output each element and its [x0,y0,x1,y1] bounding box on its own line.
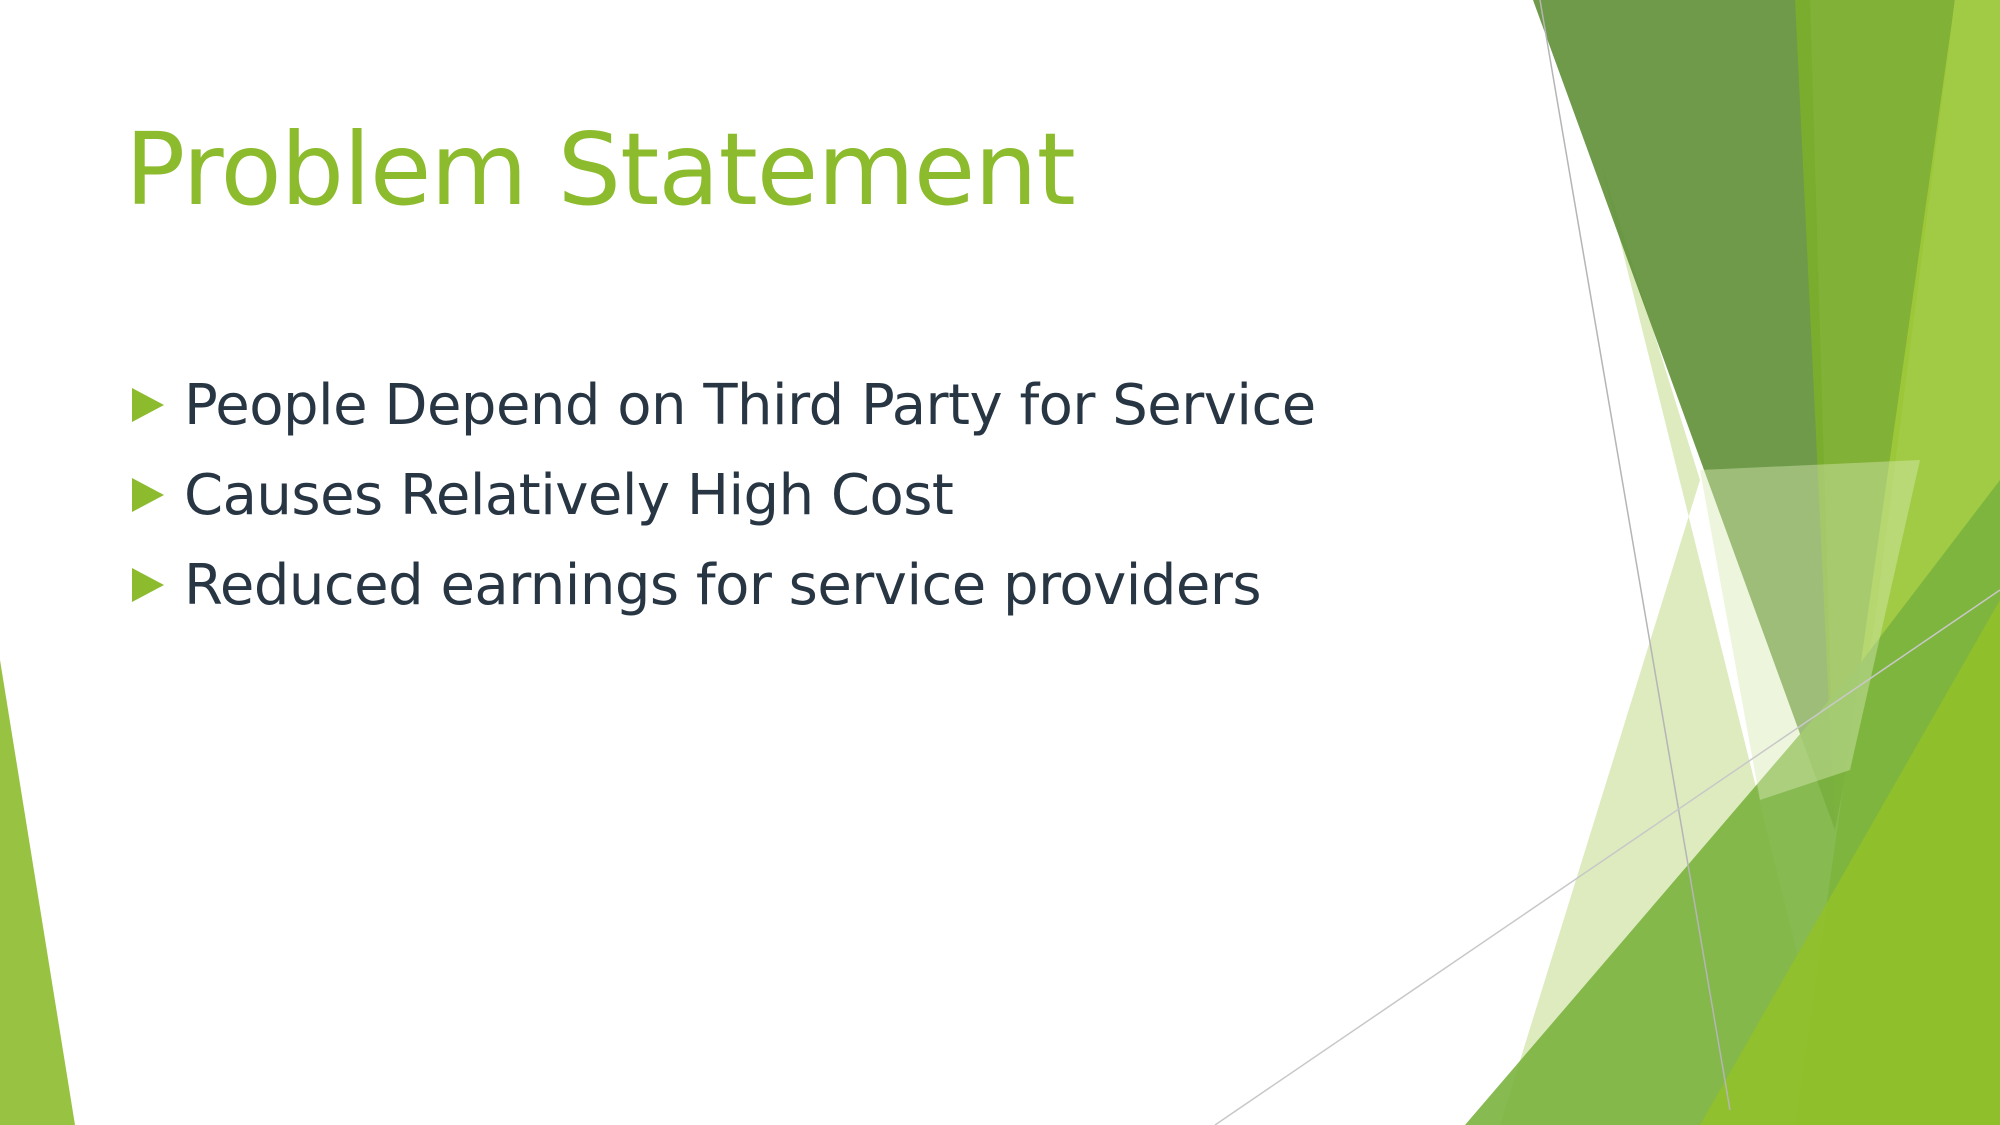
mid-facet-shape [1795,0,1955,830]
thin-line-2 [1214,589,2000,1125]
bullet-item: Reduced earnings for service providers [130,540,1316,630]
lower-bright-shape [1700,600,2000,1125]
bullet-list: People Depend on Third Party for Service… [130,360,1316,630]
slide-title: Problem Statement [125,111,1076,228]
thin-line-1 [1539,0,1731,1111]
triangle-bullet-icon [132,478,164,512]
bullet-item: Causes Relatively High Cost [130,450,1316,540]
triangle-bullet-icon [132,568,164,602]
triangle-bullet-icon [132,388,164,422]
left-accent-shape [0,660,75,1125]
bullet-text: Reduced earnings for service providers [184,552,1262,618]
bullet-text: Causes Relatively High Cost [184,462,954,528]
pale-overlay-shape [1700,460,1920,800]
bullet-text: People Depend on Third Party for Service [184,372,1316,438]
dark-facet-shape [1533,0,1835,830]
bullet-item: People Depend on Third Party for Service [130,360,1316,450]
